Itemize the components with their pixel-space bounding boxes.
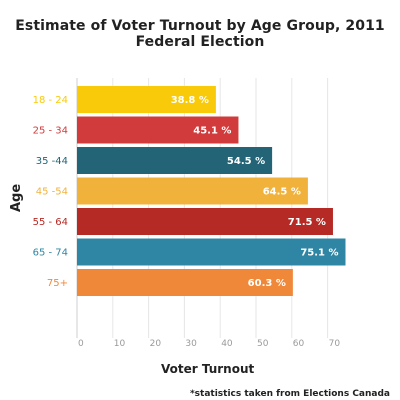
value-label: 75.1 % — [300, 248, 338, 259]
bar — [77, 208, 333, 235]
x-tick-label: 20 — [150, 339, 162, 349]
value-label: 64.5 % — [263, 187, 301, 198]
x-tick-label: 0 — [78, 339, 84, 349]
x-tick-label: 60 — [293, 339, 305, 349]
value-label: 71.5 % — [288, 217, 326, 228]
category-label: 75+ — [47, 278, 68, 289]
bar — [77, 238, 346, 266]
value-label: 38.8 % — [171, 95, 209, 106]
category-label: 65 - 74 — [33, 248, 68, 259]
bar — [77, 86, 216, 113]
bar — [77, 116, 239, 144]
category-label: 45 -54 — [36, 187, 68, 198]
x-tick-label: 10 — [114, 339, 126, 349]
bar — [77, 269, 293, 296]
x-tick-label: 50 — [257, 339, 269, 349]
category-label: 35 -44 — [36, 156, 68, 167]
category-label: 18 - 24 — [33, 95, 68, 106]
value-label: 60.3 % — [248, 278, 286, 289]
x-tick-label: 40 — [221, 339, 233, 349]
category-label: 25 - 34 — [33, 126, 68, 137]
value-label: 54.5 % — [227, 156, 265, 167]
x-axis-label: Voter Turnout — [161, 362, 255, 376]
x-tick-label: 30 — [185, 339, 197, 349]
source-note: *statistics taken from Elections Canada — [189, 389, 390, 399]
chart-title: Estimate of Voter Turnout by Age Group, … — [15, 18, 385, 50]
bar — [77, 147, 273, 174]
x-tick-label: 70 — [329, 339, 341, 349]
bar — [77, 177, 308, 205]
category-label: 55 - 64 — [33, 217, 68, 228]
value-label: 45.1 % — [193, 126, 231, 137]
